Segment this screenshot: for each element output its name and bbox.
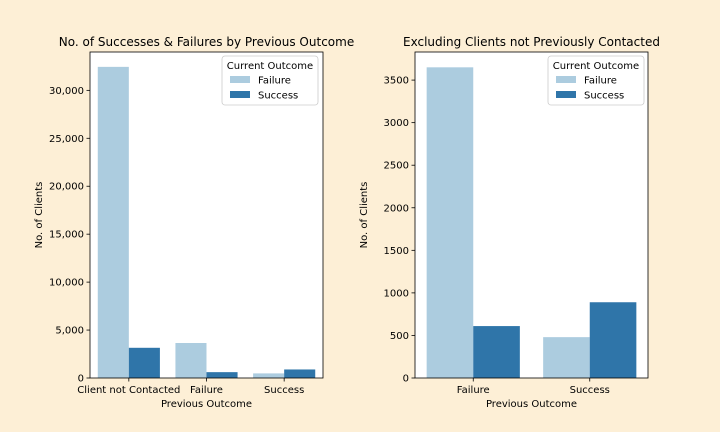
bar-success-0	[473, 326, 520, 378]
y-tick-label: 3000	[384, 118, 409, 129]
bar-success-1	[589, 302, 637, 378]
y-axis-label: No. of Clients	[34, 182, 45, 249]
bar-failure-1	[543, 337, 590, 378]
x-tick-label: Success	[570, 385, 610, 396]
chart-by-previous-outcome: 0 5,000 10,000 15,000 20,000 25,000 30,000 Clie…	[34, 35, 354, 410]
y-tick-label: 500	[390, 331, 409, 342]
y-tick-label: 20,000	[49, 182, 84, 193]
bar-success-2	[284, 369, 316, 378]
legend-title: Current Outcome	[227, 61, 313, 72]
y-tick-label: 2000	[384, 203, 409, 214]
x-axis-label: Previous Outcome	[161, 399, 252, 410]
x-axis-label: Previous Outcome	[486, 399, 577, 410]
y-tick-label: 3500	[384, 76, 409, 87]
legend-swatch-failure	[230, 76, 250, 83]
legend-title: Current Outcome	[553, 61, 639, 72]
y-axis-label: No. of Clients	[359, 182, 370, 249]
y-tick-label: 1000	[384, 288, 409, 299]
y-tick-label: 1500	[384, 246, 409, 257]
bar-success-1	[206, 372, 238, 378]
x-tick-label: Failure	[457, 385, 490, 396]
legend-label-success: Success	[258, 91, 298, 102]
bar-failure-1	[175, 343, 207, 378]
y-tick-label: 0	[403, 374, 409, 385]
y-tick-label: 10,000	[49, 278, 84, 289]
bar-failure-0	[97, 66, 129, 379]
y-tick-label: 15,000	[49, 230, 84, 241]
bar-failure-0	[426, 67, 474, 378]
axes-frame	[414, 51, 649, 379]
bar-success-0	[128, 347, 160, 378]
legend-label-failure: Failure	[584, 76, 617, 87]
x-tick-label: Failure	[190, 385, 223, 396]
legend-swatch-success	[556, 91, 576, 98]
chart-excluding-not-contacted: 0 500 1000 1500 2000 2500 3000 3500 Failure Succe…	[359, 35, 660, 410]
legend-swatch-success	[230, 91, 250, 98]
y-tick-label: 0	[78, 374, 84, 385]
x-tick-label: Client not Contacted	[77, 385, 180, 396]
y-tick-label: 5,000	[55, 326, 84, 337]
bar-failure-2	[253, 373, 285, 378]
legend-swatch-failure	[556, 76, 576, 83]
chart-title: Excluding Clients not Previously Contact…	[403, 35, 660, 49]
legend-label-success: Success	[584, 91, 624, 102]
y-tick-label: 25,000	[49, 134, 84, 145]
y-tick-label: 30,000	[49, 86, 84, 97]
chart-title: No. of Successes & Failures by Previous …	[59, 35, 354, 49]
legend-label-failure: Failure	[258, 76, 291, 87]
y-tick-label: 2500	[384, 161, 409, 172]
x-tick-label: Success	[264, 385, 304, 396]
